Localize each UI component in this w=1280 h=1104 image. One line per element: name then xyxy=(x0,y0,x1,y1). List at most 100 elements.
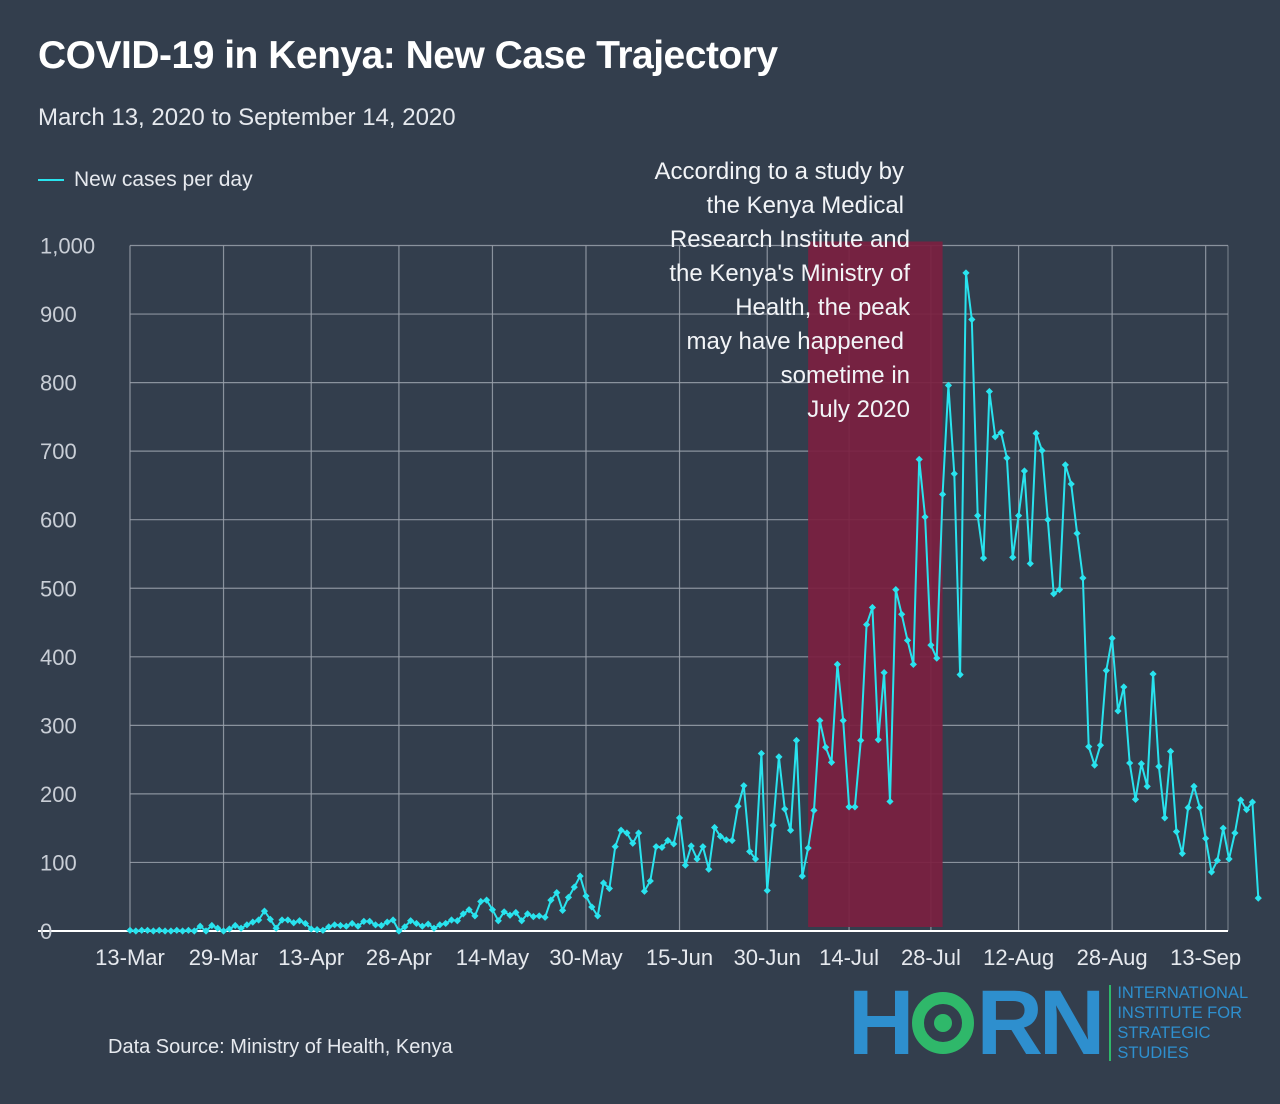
data-source: Data Source: Ministry of Health, Kenya xyxy=(108,1036,453,1058)
data-point xyxy=(301,919,309,928)
data-point xyxy=(874,736,882,744)
x-tick-label: 14-Jul xyxy=(819,945,879,970)
data-point xyxy=(553,889,561,897)
data-point xyxy=(898,610,906,618)
data-point xyxy=(1108,634,1116,642)
data-point xyxy=(617,826,625,834)
data-point xyxy=(857,736,865,745)
data-point xyxy=(1172,828,1181,836)
data-point xyxy=(927,641,935,649)
data-point xyxy=(1213,856,1221,864)
data-point xyxy=(307,925,315,933)
y-axis-ticks: 0 100 200 300 400 500 600 700 800 900 1,000 xyxy=(40,234,95,945)
data-point xyxy=(465,906,473,914)
series-line xyxy=(129,271,1260,932)
data-point xyxy=(494,917,502,925)
data-point xyxy=(611,843,619,851)
annotation-line: Research Institute and xyxy=(670,226,910,253)
data-point xyxy=(570,883,578,891)
data-point xyxy=(839,716,847,725)
data-point xyxy=(354,922,362,930)
data-point xyxy=(635,829,643,837)
data-point xyxy=(1079,574,1087,582)
data-point xyxy=(442,919,450,928)
data-point xyxy=(266,915,274,923)
data-point xyxy=(1166,747,1175,755)
data-point xyxy=(798,872,806,880)
data-point xyxy=(915,455,923,463)
data-point xyxy=(845,803,853,811)
data-point xyxy=(1067,480,1075,488)
data-point xyxy=(921,513,929,521)
y-tick-label: 0 xyxy=(40,919,52,944)
data-point xyxy=(1044,516,1052,524)
data-point xyxy=(652,843,660,851)
data-point xyxy=(535,912,543,920)
data-point xyxy=(167,927,175,935)
x-tick-label: 13-Mar xyxy=(95,945,165,970)
data-point xyxy=(623,829,631,837)
data-point xyxy=(1155,762,1163,771)
annotation-line: the Kenya's Ministry of xyxy=(669,260,910,287)
data-point xyxy=(313,926,321,934)
logo-o-icon xyxy=(912,992,975,1054)
data-point xyxy=(576,872,584,880)
data-point xyxy=(295,917,304,925)
y-tick-label: 700 xyxy=(40,439,77,464)
data-point xyxy=(331,921,339,929)
data-point xyxy=(225,925,233,933)
data-point xyxy=(1114,707,1122,715)
logo-divider xyxy=(1109,985,1112,1061)
logo-text: INTERNATIONAL INSTITUTE FOR STRATEGIC ST… xyxy=(1117,983,1248,1063)
data-point xyxy=(255,916,263,924)
data-point xyxy=(1003,454,1011,462)
highlight-region xyxy=(808,241,943,927)
data-point xyxy=(196,922,204,930)
data-point xyxy=(1137,760,1145,768)
data-point xyxy=(541,913,549,921)
x-tick-label: 13-Sep xyxy=(1170,945,1241,970)
data-point xyxy=(734,802,742,810)
data-point xyxy=(564,893,573,902)
data-point xyxy=(599,879,608,887)
data-point xyxy=(1096,741,1105,749)
data-point xyxy=(728,836,736,845)
data-point xyxy=(646,877,654,885)
x-tick-label: 30-Jun xyxy=(734,945,801,970)
data-point xyxy=(1061,461,1069,469)
data-point xyxy=(582,892,590,900)
data-point xyxy=(138,926,146,934)
data-point xyxy=(290,919,298,927)
annotation: According to a study by the Kenya Medical… xyxy=(655,158,911,423)
data-point xyxy=(822,743,830,751)
data-point xyxy=(985,387,993,396)
data-point xyxy=(348,919,356,928)
y-tick-label: 300 xyxy=(40,713,77,738)
data-point xyxy=(155,926,163,934)
data-point xyxy=(816,716,824,725)
data-point xyxy=(488,906,497,914)
data-point xyxy=(424,920,432,928)
data-point xyxy=(705,865,713,873)
data-point xyxy=(944,381,953,389)
data-point xyxy=(979,554,988,562)
data-point xyxy=(1102,666,1110,675)
data-point xyxy=(1161,814,1169,822)
annotation-line: According to a study by xyxy=(655,158,904,185)
data-point xyxy=(173,926,181,934)
data-point xyxy=(1014,511,1023,520)
data-point xyxy=(149,927,157,935)
y-tick-label: 900 xyxy=(40,302,77,327)
data-point xyxy=(1254,894,1262,902)
data-point xyxy=(1237,796,1245,804)
data-point xyxy=(407,917,415,925)
data-point xyxy=(1085,743,1093,751)
data-point xyxy=(143,926,152,934)
data-point xyxy=(512,908,520,917)
data-point xyxy=(938,490,947,498)
data-point xyxy=(360,917,368,926)
chart-canvas: 0 100 200 300 400 500 600 700 800 900 1,000 13-Mar… xyxy=(38,158,1262,970)
data-point xyxy=(161,927,169,935)
legend-label: New cases per day xyxy=(74,168,253,191)
data-point xyxy=(1131,795,1140,803)
